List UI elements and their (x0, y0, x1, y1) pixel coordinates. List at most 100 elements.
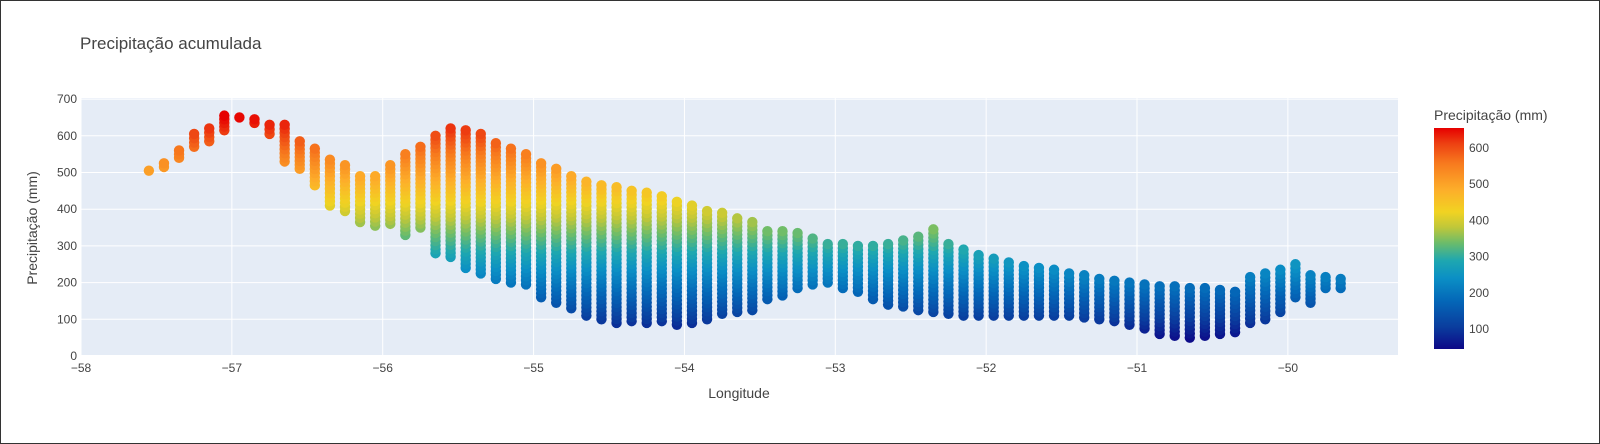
data-point (1275, 264, 1286, 275)
x-tick-label: −51 (1127, 361, 1148, 375)
data-point (656, 191, 668, 202)
data-point (188, 128, 200, 140)
y-tick-label: 100 (57, 312, 77, 326)
colorbar-title: Precipitação (mm) (1434, 107, 1548, 123)
data-point (264, 119, 275, 130)
data-point (777, 226, 788, 237)
data-point (400, 148, 411, 160)
data-point (1199, 282, 1211, 294)
data-point (913, 231, 924, 242)
data-point (1124, 277, 1135, 288)
data-point (490, 137, 502, 149)
x-tick-label: −56 (373, 361, 394, 375)
data-point (158, 158, 170, 169)
data-point (611, 181, 622, 193)
x-axis-ticks: −58 −57 −56 −55 −54 −53 −52 −51 −50 (71, 361, 1299, 375)
data-point (671, 196, 683, 208)
data-point (385, 159, 396, 171)
y-tick-label: 600 (57, 129, 77, 143)
x-tick-label: −57 (222, 361, 243, 375)
data-point (460, 125, 471, 136)
data-point (822, 238, 833, 250)
data-point (686, 200, 698, 211)
data-point (535, 158, 547, 169)
data-point (204, 123, 215, 134)
data-point (1244, 271, 1256, 283)
chart-title: Precipitação acumulada (80, 34, 262, 53)
data-point (762, 226, 773, 237)
x-tick-label: −52 (976, 361, 997, 375)
data-point (1335, 273, 1346, 285)
data-point (807, 233, 818, 244)
colorbar-tick-label: 600 (1469, 141, 1489, 155)
data-point (701, 205, 713, 217)
x-tick-label: −55 (523, 361, 544, 375)
data-point (551, 163, 562, 175)
data-point (1033, 262, 1045, 274)
y-tick-label: 700 (57, 92, 77, 106)
data-point (641, 187, 652, 198)
data-point (1260, 268, 1271, 279)
data-point (792, 227, 803, 239)
data-point (566, 170, 577, 182)
data-point (1048, 264, 1060, 275)
data-point (626, 185, 637, 197)
data-point (1154, 281, 1165, 292)
y-tick-label: 500 (57, 166, 77, 180)
y-tick-label: 200 (57, 276, 77, 290)
data-point (1184, 282, 1196, 294)
colorbar-tick-label: 300 (1469, 250, 1489, 264)
y-tick-label: 300 (57, 239, 77, 253)
colorbar-tick-label: 200 (1469, 286, 1489, 300)
data-point (1290, 259, 1301, 270)
data-point (249, 114, 260, 125)
data-point (445, 123, 456, 134)
data-point (732, 213, 743, 224)
data-point (1229, 286, 1241, 297)
data-point (958, 244, 969, 255)
data-point (475, 128, 486, 140)
x-tick-label: −58 (71, 361, 92, 375)
data-point (1018, 260, 1030, 272)
colorbar-tick-label: 500 (1469, 177, 1489, 191)
data-point (1079, 270, 1090, 281)
data-point (339, 159, 351, 171)
y-tick-label: 400 (57, 202, 77, 216)
data-point (173, 145, 185, 156)
data-point (430, 130, 441, 142)
data-point (415, 141, 426, 153)
data-point (581, 176, 592, 187)
colorbar (1434, 128, 1464, 349)
data-point (1305, 270, 1316, 281)
data-point (1214, 284, 1226, 296)
data-point (1003, 257, 1014, 268)
y-tick-label: 0 (70, 349, 77, 363)
data-point (897, 235, 909, 246)
colorbar-ticks: 100 200 300 400 500 600 (1469, 141, 1489, 336)
data-point (988, 253, 999, 264)
y-axis-ticks: 0 100 200 300 400 500 600 700 (57, 92, 77, 363)
data-point (1139, 279, 1150, 290)
data-point (1169, 281, 1180, 292)
x-tick-label: −54 (674, 361, 695, 375)
data-point (369, 170, 381, 182)
data-point (324, 154, 336, 165)
data-point (505, 143, 517, 154)
x-tick-label: −50 (1278, 361, 1299, 375)
data-point (1109, 275, 1120, 286)
data-point (1094, 273, 1105, 285)
data-point (279, 119, 290, 130)
data-point (143, 165, 155, 176)
data-point (294, 136, 305, 147)
data-point (867, 240, 879, 252)
colorbar-tick-label: 100 (1469, 322, 1489, 336)
data-points (143, 110, 1346, 343)
data-point (747, 216, 758, 228)
data-point (716, 207, 728, 219)
x-axis-label: Longitude (708, 385, 770, 401)
data-point (852, 240, 864, 252)
data-point (309, 143, 321, 154)
data-point (973, 249, 984, 261)
